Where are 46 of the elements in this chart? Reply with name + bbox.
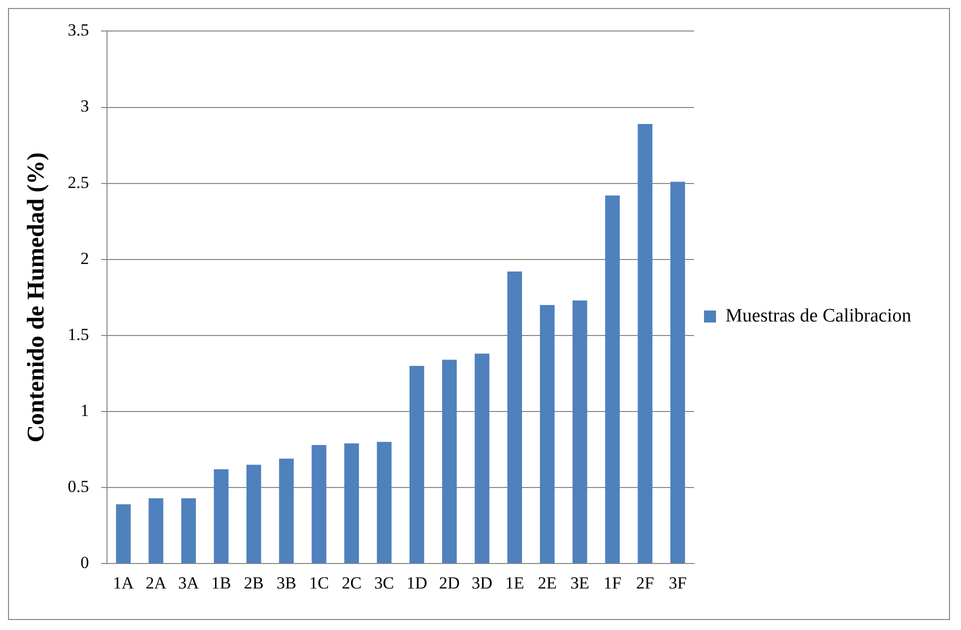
x-tick-label: 1B: [211, 573, 232, 592]
x-tick-label: 2E: [538, 573, 557, 592]
bar: [638, 124, 652, 564]
bar: [507, 272, 522, 564]
x-tick-label: 1A: [112, 573, 134, 592]
y-tick-label: 3: [80, 96, 90, 116]
bar: [409, 366, 424, 564]
y-axis-title: Contenido de Humedad (%): [24, 152, 50, 442]
y-tick-label: 1.5: [68, 324, 90, 344]
bar: [442, 360, 457, 564]
x-tick-label: 2B: [244, 573, 264, 592]
y-tick-label: 3.5: [68, 20, 90, 40]
bar: [214, 469, 229, 564]
x-tick-label: 1C: [309, 573, 329, 592]
bar: [670, 182, 686, 564]
bar: [376, 442, 392, 564]
x-tick-label: 3B: [276, 573, 296, 592]
x-tick-label: 3D: [472, 573, 492, 592]
x-tick-label: 2A: [146, 573, 168, 592]
bar: [181, 498, 196, 564]
x-tick-label: 3E: [570, 573, 590, 592]
x-tick-label: 3A: [178, 573, 200, 592]
y-tick-label: 2.5: [68, 172, 90, 192]
bar: [279, 458, 294, 564]
x-tick-label: 1F: [603, 573, 622, 592]
bar: [540, 305, 555, 564]
legend-label: Muestras de Calibracion: [726, 305, 912, 326]
bar: [572, 300, 588, 564]
x-tick-label: 1E: [505, 573, 524, 592]
x-tick-label: 2C: [342, 573, 362, 592]
x-tick-label: 1D: [406, 573, 428, 592]
bar: [474, 354, 490, 564]
bar: [344, 443, 359, 564]
y-tick-label: 1: [80, 400, 90, 420]
bar: [312, 444, 326, 564]
bar: [246, 464, 262, 564]
y-tick-label: 2: [80, 248, 90, 268]
x-tick-label: 3C: [374, 573, 394, 592]
x-tick-label: 2D: [439, 573, 460, 592]
y-tick-label: 0.5: [68, 477, 90, 496]
bar: [116, 504, 131, 564]
x-tick-label: 2F: [636, 573, 654, 592]
y-tick-label: 0: [80, 553, 90, 572]
bar: [605, 195, 620, 564]
bar: [148, 498, 164, 564]
x-tick-label: 3F: [668, 573, 687, 592]
